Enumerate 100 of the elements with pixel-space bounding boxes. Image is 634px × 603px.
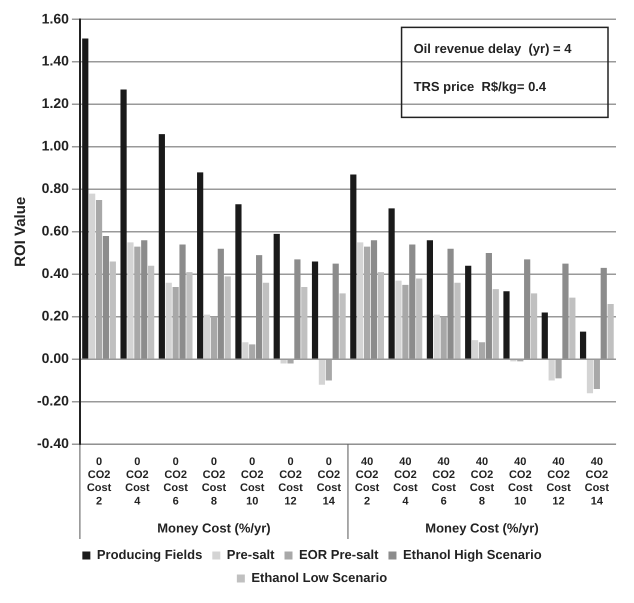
bar	[492, 289, 499, 358]
bar	[548, 360, 555, 380]
bar	[172, 287, 179, 358]
legend-label: Ethanol Low Scenario	[251, 570, 388, 586]
bar	[350, 174, 356, 358]
bar	[141, 240, 148, 358]
bar	[600, 268, 607, 358]
y-tick-label: 0.40	[42, 265, 70, 282]
bar	[274, 234, 280, 358]
bar	[262, 282, 270, 358]
y-tick-label: 0.00	[42, 350, 70, 366]
bar	[503, 291, 510, 358]
bar	[235, 204, 242, 358]
bar	[204, 314, 210, 358]
y-tick-label: 1.20	[42, 95, 70, 112]
bar	[102, 236, 110, 358]
bar	[148, 266, 154, 358]
bar	[447, 248, 454, 358]
bar	[332, 264, 339, 358]
annotation: TRS price R$/kg= 0.4	[414, 78, 547, 94]
bar	[465, 266, 472, 358]
bar	[454, 282, 461, 358]
bar	[416, 278, 422, 358]
bar	[312, 262, 318, 358]
bar	[542, 312, 548, 358]
y-tick-label: 0.80	[42, 180, 70, 196]
bar	[294, 259, 301, 358]
bar	[339, 293, 346, 358]
x-tick-label: 0 CO2 Cost 14	[316, 456, 342, 508]
bar	[242, 342, 248, 358]
bar	[530, 293, 538, 358]
y-axis-title: ROI Value	[12, 196, 30, 267]
bar	[166, 282, 172, 358]
bar	[434, 314, 440, 358]
bar	[218, 248, 224, 358]
bar	[409, 244, 416, 358]
y-tick-label: 1.00	[42, 138, 70, 154]
x-tick-label: 40 CO2 Cost 6	[431, 456, 456, 508]
bar	[426, 240, 433, 358]
bar	[580, 332, 586, 358]
y-tick-label: -0.40	[36, 435, 70, 452]
bar	[357, 242, 364, 358]
bar	[186, 272, 193, 358]
bar	[96, 200, 102, 358]
x-tick-label: 40 CO2 Cost 14	[584, 456, 610, 508]
bar	[210, 316, 218, 358]
bar	[395, 280, 402, 358]
text: Money Cost (%/yr)	[425, 520, 539, 536]
bar	[89, 194, 96, 358]
bar	[158, 134, 165, 358]
bar	[472, 340, 478, 358]
x-tick-label: 40 CO2 Cost 2	[354, 456, 380, 508]
x-tick-label: 0 CO2 Cost 4	[125, 456, 150, 508]
bar	[110, 262, 116, 358]
x-tick-label: 40 CO2 Cost 4	[393, 456, 418, 508]
legend-label: Ethanol High Scenario	[402, 547, 542, 562]
y-tick-label: -0.20	[36, 392, 70, 409]
bar	[524, 259, 530, 358]
bar	[562, 264, 569, 358]
x-tick-label: 0 CO2 Cost 8	[202, 456, 226, 508]
bar	[402, 284, 408, 358]
legend-label: EOR Pre-salt	[298, 547, 380, 562]
bar	[370, 240, 378, 358]
x-tick-label: 40 CO2 Cost 12	[546, 456, 572, 508]
bar	[127, 242, 134, 358]
bar	[378, 272, 384, 358]
bar	[569, 298, 576, 358]
y-tick-label: 0.60	[42, 222, 70, 239]
bar	[478, 342, 486, 358]
bar	[318, 360, 326, 385]
bar	[256, 255, 262, 358]
bar	[586, 360, 594, 394]
bar	[134, 246, 140, 358]
bar	[280, 360, 287, 364]
bar	[364, 246, 370, 358]
bar	[179, 244, 186, 358]
y-tick-label: 1.40	[42, 52, 70, 69]
bar	[120, 89, 127, 358]
x-tick-label: 0 CO2 Cost 12	[278, 456, 304, 508]
x-tick-label: 0 CO2 Cost 6	[163, 456, 188, 508]
bar	[249, 344, 256, 358]
bar	[555, 360, 562, 378]
bar	[440, 316, 447, 358]
bar	[326, 360, 332, 380]
bar	[608, 304, 614, 358]
legend-label: Pre-salt	[226, 547, 276, 562]
bar	[301, 287, 308, 358]
annotation: Oil revenue delay (yr) = 4	[414, 40, 572, 56]
y-tick-label: 1.60	[42, 10, 70, 26]
x-tick-label: 40 CO2 Cost 8	[470, 456, 495, 508]
bar	[486, 253, 492, 358]
text: Money Cost (%/yr)	[157, 520, 271, 536]
bar	[197, 172, 204, 358]
y-tick-label: 0.20	[42, 308, 70, 324]
x-tick-label: 0 CO2 Cost 2	[86, 456, 112, 508]
legend-label: Producing Fields	[96, 547, 202, 562]
bar	[287, 360, 294, 364]
bar	[388, 208, 395, 358]
x-tick-label: 40 CO2 Cost 10	[508, 456, 533, 508]
bar	[224, 276, 231, 358]
